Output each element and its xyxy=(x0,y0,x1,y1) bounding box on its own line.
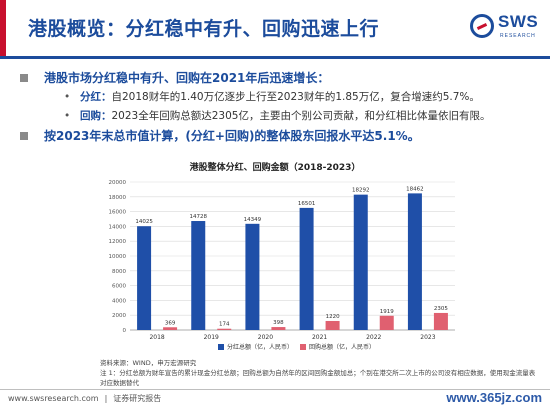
y-tick-label: 18000 xyxy=(109,195,127,201)
y-tick-label: 8000 xyxy=(112,269,126,275)
data-label: 18292 xyxy=(352,188,370,194)
x-tick-label: 2021 xyxy=(312,334,327,341)
legend-label: 分红总额（亿，人民币） xyxy=(227,343,293,351)
legend-label: 回购总额（亿，人民币） xyxy=(309,343,375,351)
chart-title: 港股整体分红、回购金额（2018-2023） xyxy=(189,163,361,173)
bar-dividend xyxy=(299,207,314,330)
bar-buyback xyxy=(217,328,232,330)
x-tick-label: 2020 xyxy=(258,334,273,341)
source-line: 资料来源：WIND，申万宏源研究 xyxy=(100,359,197,367)
sub-bullet-key: 分红： xyxy=(80,91,112,103)
sub-bullet-key: 回购： xyxy=(80,110,112,122)
bar-buyback xyxy=(379,315,394,330)
data-label: 16501 xyxy=(298,201,316,207)
y-tick-label: 10000 xyxy=(109,254,127,260)
company-logo: SWS RESEARCH xyxy=(470,10,540,46)
legend-swatch xyxy=(218,344,224,350)
x-tick-label: 2018 xyxy=(149,334,164,341)
title-divider xyxy=(0,56,550,59)
bar-buyback xyxy=(163,327,178,330)
watermark: www.365jz.com xyxy=(446,390,542,405)
y-tick-label: 16000 xyxy=(109,210,127,216)
data-label: 1220 xyxy=(326,314,340,320)
data-label: 2305 xyxy=(434,306,448,312)
data-label: 174 xyxy=(219,322,230,328)
bar-buyback xyxy=(271,327,286,330)
y-tick-label: 4000 xyxy=(112,298,126,304)
y-tick-label: 6000 xyxy=(112,284,126,290)
bar-dividend xyxy=(353,194,368,330)
legend-swatch xyxy=(300,344,306,350)
logo-mark-icon xyxy=(470,14,494,38)
y-tick-label: 14000 xyxy=(109,224,127,230)
page-title: 港股概览：分红稳中有升、回购迅速上行 xyxy=(28,18,380,40)
dot-bullet-icon: • xyxy=(64,110,71,122)
bullet-list: 港股市场分红稳中有升、回购在2021年后迅速增长： • 分红：自2018财年的1… xyxy=(16,68,541,146)
bar-dividend xyxy=(407,193,422,330)
y-tick-label: 0 xyxy=(123,328,127,334)
sub-bullet-dividend: • 分红：自2018财年的1.40万亿逐步上行至2023财年的1.85万亿，复合… xyxy=(16,88,541,107)
dot-bullet-icon: • xyxy=(64,91,71,103)
logo-subtitle: RESEARCH xyxy=(500,33,536,39)
footer: www.swsresearch.com | 证券研究报告 xyxy=(8,394,162,403)
title-accent-bar xyxy=(0,0,6,56)
square-bullet-icon xyxy=(20,132,28,140)
y-tick-label: 2000 xyxy=(112,313,126,319)
x-tick-label: 2022 xyxy=(366,334,381,341)
bullet-dividend-buyback: 港股市场分红稳中有升、回购在2021年后迅速增长： xyxy=(16,68,541,88)
sub-bullet-buyback: • 回购：2023全年回购总额达2305亿，主要由个别公司贡献，和分红相比体量依… xyxy=(16,107,541,126)
y-tick-label: 20000 xyxy=(109,180,127,186)
square-bullet-icon xyxy=(20,74,28,82)
bar-buyback xyxy=(433,312,448,330)
data-label: 14025 xyxy=(135,219,153,225)
data-label: 14349 xyxy=(244,217,262,223)
data-label: 18462 xyxy=(406,186,424,192)
source-note: 资料来源：WIND，申万宏源研究 注 1：分红总额为财年宣告的累计现金分红总额；… xyxy=(100,358,540,388)
sub-bullet-text: 2023全年回购总额达2305亿，主要由个别公司贡献，和分红相比体量依旧有限。 xyxy=(111,110,491,122)
bullet-text: 港股市场分红稳中有升、回购在2021年后迅速增长： xyxy=(44,71,330,85)
note-line: 注 1：分红总额为财年宣告的累计现金分红总额；回购总额为自然年的区间回购金额加总… xyxy=(100,369,536,387)
footer-divider xyxy=(0,389,550,390)
bar-dividend xyxy=(137,226,152,330)
bar-dividend xyxy=(245,223,260,330)
data-label: 1919 xyxy=(380,309,394,315)
footer-label: 证券研究报告 xyxy=(113,394,162,403)
sub-bullet-text: 自2018财年的1.40万亿逐步上行至2023财年的1.85万亿，复合增速约5.… xyxy=(111,91,480,103)
y-tick-label: 12000 xyxy=(109,239,127,245)
footer-url[interactable]: www.swsresearch.com xyxy=(8,394,99,403)
data-label: 14728 xyxy=(190,214,208,220)
data-label: 398 xyxy=(273,320,284,326)
bullet-shareholder-return: 按2023年末总市值计算，(分红+回购)的整体股东回报水平达5.1%。 xyxy=(16,126,541,146)
bar-dividend xyxy=(191,221,206,330)
bullet-text: 按2023年末总市值计算，(分红+回购)的整体股东回报水平达5.1%。 xyxy=(44,129,420,143)
data-label: 369 xyxy=(165,320,176,326)
x-tick-label: 2019 xyxy=(204,334,219,341)
logo-name: SWS xyxy=(498,12,539,31)
x-tick-label: 2023 xyxy=(420,334,435,341)
bar-buyback xyxy=(325,320,340,330)
